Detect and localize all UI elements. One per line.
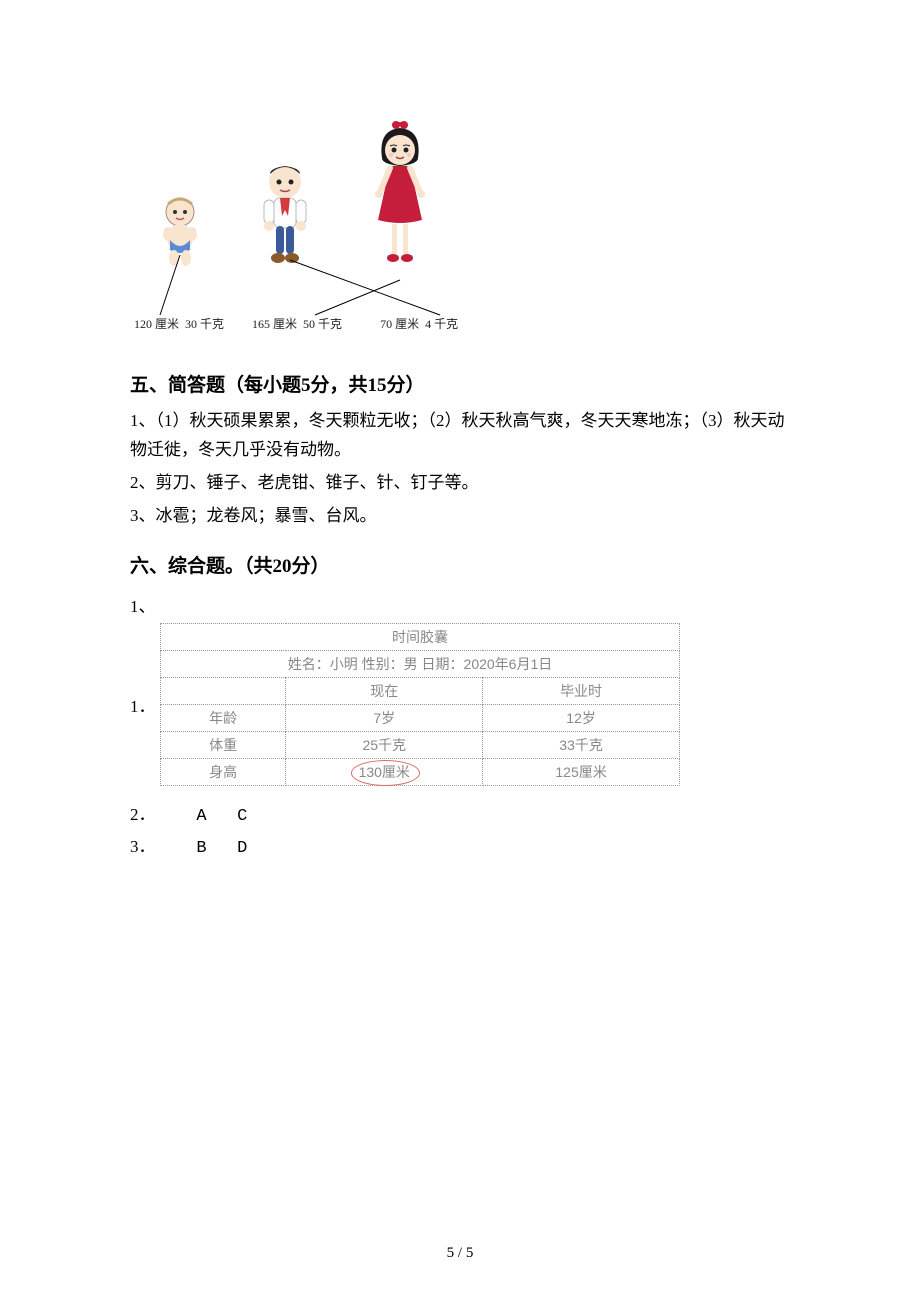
row-label: 体重 bbox=[161, 731, 286, 758]
baby-icon bbox=[150, 190, 210, 270]
label-3: 70 厘米 4 千克 bbox=[380, 315, 458, 332]
answer-2: 2． A C bbox=[130, 800, 790, 826]
label-3-w: 4 千克 bbox=[425, 317, 458, 331]
row-grad: 33千克 bbox=[483, 731, 680, 758]
table-header-row: 现在 毕业时 bbox=[161, 677, 680, 704]
label-2: 165 厘米 50 千克 bbox=[252, 315, 342, 332]
circled-value: 130厘米 bbox=[359, 762, 410, 782]
section5-item-1: 1、（1）秋天硕果累累，冬天颗粒无收；（2）秋天秋高气爽，冬天天寒地冻；（3）秋… bbox=[130, 407, 790, 465]
row-now: 7岁 bbox=[286, 704, 483, 731]
label-1: 120 厘米 30 千克 bbox=[134, 315, 224, 332]
answer-2-a: A bbox=[196, 807, 206, 826]
row-label: 身高 bbox=[161, 758, 286, 785]
table-row: 身高 130厘米 125厘米 bbox=[161, 758, 680, 785]
section6-heading: 六、综合题。（共20分） bbox=[130, 551, 790, 578]
row-now: 130厘米 bbox=[286, 758, 483, 785]
table-wrap: 1． 时间胶囊 姓名：小明 性别：男 日期：2020年6月1日 现在 毕业时 年… bbox=[130, 623, 790, 786]
answer-2-b: C bbox=[237, 807, 247, 826]
table-h1: 现在 bbox=[286, 677, 483, 704]
label-1-h: 120 厘米 bbox=[134, 317, 179, 331]
figure-boy bbox=[250, 160, 320, 270]
row-grad: 125厘米 bbox=[483, 758, 680, 785]
section5-item-2: 2、剪刀、锤子、老虎钳、锥子、针、钉子等。 bbox=[130, 469, 790, 498]
figure-girl bbox=[360, 120, 440, 270]
table-h2: 毕业时 bbox=[483, 677, 680, 704]
table-row: 年龄 7岁 12岁 bbox=[161, 704, 680, 731]
table-row: 体重 25千克 33千克 bbox=[161, 731, 680, 758]
girl-icon bbox=[360, 120, 440, 270]
label-1-w: 30 千克 bbox=[185, 317, 224, 331]
label-2-h: 165 厘米 bbox=[252, 317, 297, 331]
table-title: 时间胶囊 bbox=[161, 623, 680, 650]
figures-row bbox=[150, 120, 440, 270]
table-info: 姓名：小明 性别：男 日期：2020年6月1日 bbox=[161, 650, 680, 677]
table-lead: 1． bbox=[130, 692, 160, 717]
section5-item-3: 3、冰雹；龙卷风；暴雪、台风。 bbox=[130, 502, 790, 531]
row-grad: 12岁 bbox=[483, 704, 680, 731]
figure-baby bbox=[150, 190, 210, 270]
answer-3-b: D bbox=[237, 839, 247, 858]
label-3-h: 70 厘米 bbox=[380, 317, 419, 331]
row-label: 年龄 bbox=[161, 704, 286, 731]
table-h0 bbox=[161, 677, 286, 704]
label-2-w: 50 千克 bbox=[303, 317, 342, 331]
row-now: 25千克 bbox=[286, 731, 483, 758]
labels-row: 120 厘米 30 千克 165 厘米 50 千克 70 厘米 4 千克 bbox=[130, 315, 458, 332]
page: 120 厘米 30 千克 165 厘米 50 千克 70 厘米 4 千克 五、简… bbox=[0, 0, 920, 1302]
boy-icon bbox=[250, 160, 320, 270]
page-footer: 5 / 5 bbox=[0, 1245, 920, 1262]
time-capsule-table: 时间胶囊 姓名：小明 性别：男 日期：2020年6月1日 现在 毕业时 年龄 7… bbox=[160, 623, 680, 786]
answer-3: 3． B D bbox=[130, 832, 790, 858]
section6-q1-num: 1、 bbox=[130, 592, 790, 617]
matching-figure: 120 厘米 30 千克 165 厘米 50 千克 70 厘米 4 千克 bbox=[130, 120, 790, 340]
answer-3-a: B bbox=[196, 839, 206, 858]
section5-heading: 五、简答题（每小题5分，共15分） bbox=[130, 370, 790, 397]
answer-3-num: 3． bbox=[130, 837, 156, 856]
answer-2-num: 2． bbox=[130, 805, 156, 824]
